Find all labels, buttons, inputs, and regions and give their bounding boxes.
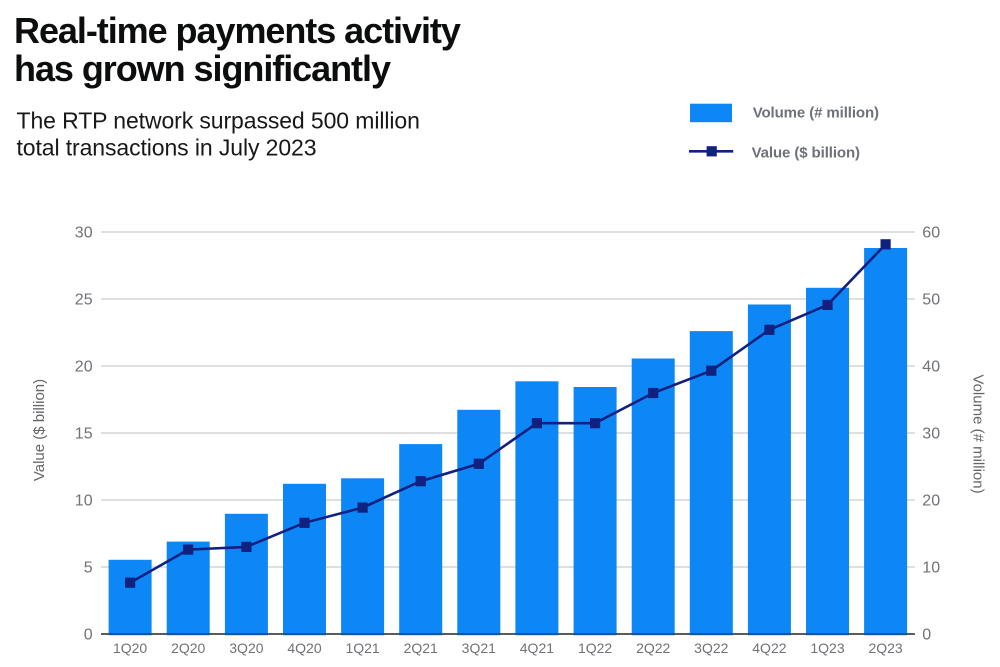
svg-text:1Q21: 1Q21 <box>345 640 379 656</box>
svg-text:40: 40 <box>922 359 940 376</box>
svg-text:Value ($ billion): Value ($ billion) <box>31 379 48 481</box>
svg-text:Real-time payments activity: Real-time payments activity <box>14 10 461 51</box>
svg-text:30: 30 <box>75 225 93 242</box>
svg-text:Volume (# million): Volume (# million) <box>753 105 879 122</box>
svg-text:4Q20: 4Q20 <box>287 640 321 656</box>
svg-text:0: 0 <box>922 626 931 643</box>
svg-text:60: 60 <box>922 225 940 242</box>
svg-text:The RTP network surpassed 500: The RTP network surpassed 500 million <box>17 108 420 134</box>
svg-text:Value ($ billion): Value ($ billion) <box>752 145 860 162</box>
svg-text:3Q21: 3Q21 <box>462 640 496 656</box>
svg-text:50: 50 <box>922 292 940 309</box>
svg-text:has grown significantly: has grown significantly <box>14 48 391 89</box>
svg-text:1Q23: 1Q23 <box>810 640 844 656</box>
svg-text:3Q22: 3Q22 <box>694 640 728 656</box>
svg-text:Volume (# million): Volume (# million) <box>970 374 987 493</box>
svg-text:4Q22: 4Q22 <box>752 640 786 656</box>
svg-text:0: 0 <box>84 626 93 643</box>
svg-text:30: 30 <box>922 426 940 443</box>
svg-text:10: 10 <box>922 560 940 577</box>
svg-text:3Q20: 3Q20 <box>229 640 263 656</box>
svg-text:25: 25 <box>75 292 93 309</box>
svg-text:2Q22: 2Q22 <box>636 640 670 656</box>
svg-text:1Q20: 1Q20 <box>113 640 147 656</box>
svg-text:5: 5 <box>84 560 93 577</box>
svg-text:2Q23: 2Q23 <box>868 640 902 656</box>
svg-text:20: 20 <box>75 359 93 376</box>
svg-text:10: 10 <box>75 493 93 510</box>
svg-text:2Q21: 2Q21 <box>404 640 438 656</box>
svg-text:4Q21: 4Q21 <box>520 640 554 656</box>
svg-text:2Q20: 2Q20 <box>171 640 205 656</box>
svg-text:total transactions in July 202: total transactions in July 2023 <box>17 135 317 161</box>
svg-text:20: 20 <box>922 493 940 510</box>
svg-text:1Q22: 1Q22 <box>578 640 612 656</box>
svg-text:15: 15 <box>75 426 93 443</box>
